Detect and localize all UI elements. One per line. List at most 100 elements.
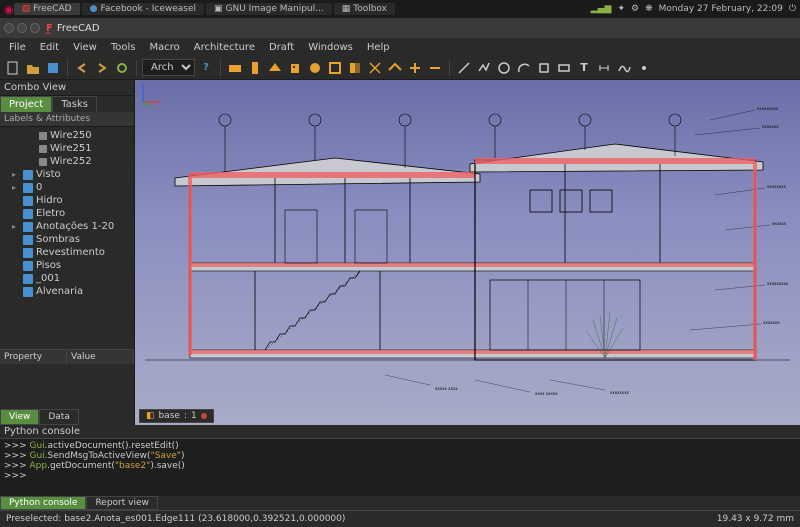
draft-wire-button[interactable]	[475, 59, 493, 77]
console-line: >>>	[4, 471, 796, 481]
tab-project[interactable]: Project	[0, 96, 52, 112]
arch-structure-button[interactable]	[246, 59, 264, 77]
svg-text:xxxxxxx: xxxxxxx	[763, 320, 780, 325]
menu-macro[interactable]: Macro	[142, 40, 186, 55]
debian-logo-icon[interactable]: ◉	[4, 3, 14, 16]
taskbar-item-toolbox[interactable]: ▦ Toolbox	[334, 3, 395, 15]
tree-item[interactable]: Hidro	[0, 194, 134, 207]
refresh-button[interactable]	[113, 59, 131, 77]
taskbar-item-gimp[interactable]: ▣ GNU Image Manipul...	[206, 3, 332, 15]
draft-line-button[interactable]	[455, 59, 473, 77]
menu-tools[interactable]: Tools	[104, 40, 143, 55]
3d-viewport[interactable]: xxxxxxxxxxxxxxxx xxxxxxxxxxxxxx xxxxxxxx…	[135, 80, 800, 425]
menu-architecture[interactable]: Architecture	[187, 40, 262, 55]
doc-name: base	[159, 411, 180, 421]
save-file-button[interactable]	[44, 59, 62, 77]
tree-item[interactable]: Revestimento	[0, 246, 134, 259]
arch-axis-button[interactable]	[366, 59, 384, 77]
arch-remove-button[interactable]	[426, 59, 444, 77]
window-minimize-button[interactable]	[17, 23, 27, 33]
draft-arc-button[interactable]	[515, 59, 533, 77]
tree-item-label: Anotações 1-20	[36, 221, 114, 232]
menu-view[interactable]: View	[66, 40, 104, 55]
folder-icon	[23, 170, 33, 180]
python-console[interactable]: >>> Gui.activeDocument().resetEdit()>>> …	[0, 438, 800, 496]
draft-bspline-button[interactable]	[615, 59, 633, 77]
taskbar-item-freecad[interactable]: ▧ FreeCAD	[14, 3, 80, 15]
arch-window-button[interactable]	[326, 59, 344, 77]
tree-item[interactable]: ▸0	[0, 181, 134, 194]
main-area: Combo View Project Tasks Labels & Attrib…	[0, 80, 800, 425]
tab-data[interactable]: Data	[39, 409, 79, 425]
menu-file[interactable]: File	[2, 40, 33, 55]
console-line: >>> Gui.SendMsgToActiveView("Save")	[4, 451, 796, 461]
network-icon[interactable]: ▂▄▆	[591, 4, 612, 14]
tree-item[interactable]: Eletro	[0, 207, 134, 220]
tree-item[interactable]: _001	[0, 272, 134, 285]
tree-item-label: Wire252	[50, 156, 92, 167]
python-console-title: Python console	[0, 425, 800, 438]
axis-indicator-icon	[135, 80, 165, 110]
arch-building-button[interactable]	[286, 59, 304, 77]
tree-item[interactable]: Wire252	[0, 155, 134, 168]
menu-windows[interactable]: Windows	[301, 40, 360, 55]
tab-report-view[interactable]: Report view	[86, 496, 157, 510]
clock[interactable]: Monday 27 February, 22:09	[659, 4, 783, 14]
model-tree[interactable]: Wire250Wire251 Wire252▸Visto▸0Hidro Eletro…	[0, 127, 134, 349]
draft-text-button[interactable]: T	[575, 59, 593, 77]
tree-item-label: Eletro	[36, 208, 65, 219]
tree-item-label: Alvenaria	[36, 286, 83, 297]
wire-icon	[39, 158, 47, 166]
tree-header: Labels & Attributes	[0, 112, 134, 127]
tray-icon[interactable]: ✦	[617, 4, 625, 14]
help-button[interactable]: ?	[197, 59, 215, 77]
tree-item[interactable]: Alvenaria	[0, 285, 134, 298]
folder-icon	[23, 183, 33, 193]
undo-button[interactable]	[73, 59, 91, 77]
arch-wall-button[interactable]	[226, 59, 244, 77]
tree-item[interactable]: Wire250	[0, 129, 134, 142]
folder-icon	[23, 261, 33, 271]
arch-add-button[interactable]	[406, 59, 424, 77]
tree-item-label: Hidro	[36, 195, 63, 206]
new-file-button[interactable]	[4, 59, 22, 77]
arch-section-button[interactable]	[346, 59, 364, 77]
tab-python-console[interactable]: Python console	[0, 496, 86, 510]
tab-tasks[interactable]: Tasks	[52, 96, 97, 112]
workbench-selector[interactable]: Arch	[142, 59, 195, 76]
tray-icon[interactable]: ❋	[645, 4, 653, 14]
tree-item-label: _001	[36, 273, 60, 284]
window-close-button[interactable]	[4, 23, 14, 33]
tree-item[interactable]: Pisos	[0, 259, 134, 272]
wire-icon	[39, 132, 47, 140]
arch-roof-button[interactable]	[386, 59, 404, 77]
menu-help[interactable]: Help	[360, 40, 397, 55]
tree-item[interactable]: Wire251	[0, 142, 134, 155]
open-file-button[interactable]	[24, 59, 42, 77]
tray-icon[interactable]: ⚙	[631, 4, 639, 14]
main-toolbar: Arch ? T	[0, 56, 800, 80]
draft-point-button[interactable]	[635, 59, 653, 77]
power-icon[interactable]: ⏻	[789, 4, 796, 14]
menu-edit[interactable]: Edit	[33, 40, 66, 55]
tree-item[interactable]: ▸Visto	[0, 168, 134, 181]
redo-button[interactable]	[93, 59, 111, 77]
tree-item[interactable]: ▸Anotações 1-20	[0, 220, 134, 233]
taskbar-item-browser[interactable]: ● Facebook - Iceweasel	[82, 3, 204, 15]
draft-rectangle-button[interactable]	[555, 59, 573, 77]
tree-item-label: Revestimento	[36, 247, 105, 258]
menu-draft[interactable]: Draft	[262, 40, 301, 55]
combo-view-title: Combo View	[0, 80, 134, 96]
draft-dimension-button[interactable]	[595, 59, 613, 77]
document-tab[interactable]: ◧ base: 1	[139, 409, 214, 423]
arch-site-button[interactable]	[306, 59, 324, 77]
draft-circle-button[interactable]	[495, 59, 513, 77]
tree-item-label: Visto	[36, 169, 61, 180]
tree-item-label: Wire251	[50, 143, 92, 154]
tab-view[interactable]: View	[0, 409, 39, 425]
draft-polygon-button[interactable]	[535, 59, 553, 77]
modified-dot-icon	[201, 413, 207, 419]
window-maximize-button[interactable]	[30, 23, 40, 33]
arch-floor-button[interactable]	[266, 59, 284, 77]
tree-item[interactable]: Sombras	[0, 233, 134, 246]
